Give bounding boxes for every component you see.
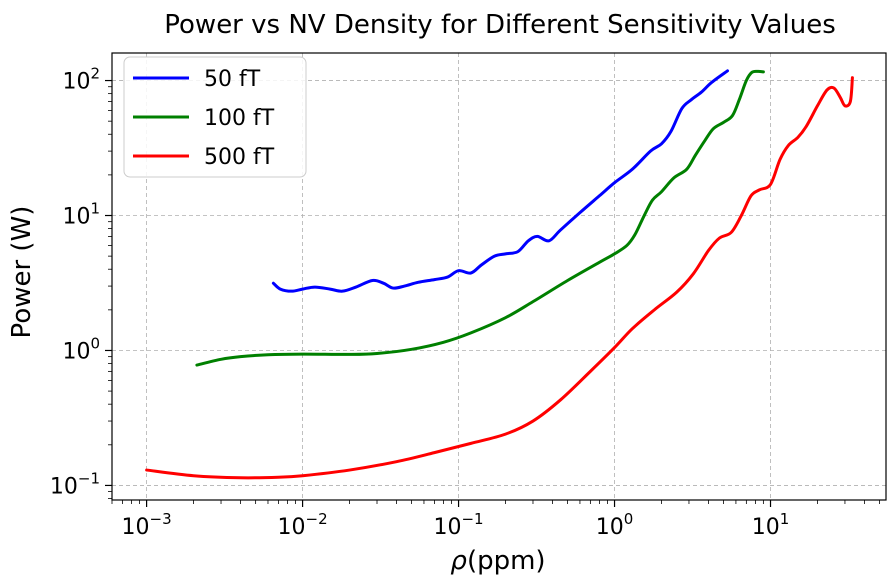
grid-layer <box>112 53 886 500</box>
chart-title: Power vs NV Density for Different Sensit… <box>164 10 835 40</box>
y-axis-label: Power (W) <box>7 206 37 339</box>
x-tick-label: 10−3 <box>122 510 172 540</box>
series-line-50-ft <box>271 69 730 293</box>
plot-frame <box>111 52 887 501</box>
x-axis-label: ρ(ppm) <box>450 546 545 576</box>
legend-box <box>123 56 307 178</box>
x-axis-label-unit: (ppm) <box>467 546 546 576</box>
x-tick-label: 101 <box>752 510 790 540</box>
y-tick-label: 102 <box>62 65 100 95</box>
y-tick-label: 10−1 <box>50 469 100 499</box>
series-line-500-ft <box>145 76 854 480</box>
y-tick-label: 101 <box>62 200 100 230</box>
legend-label-500-ft: 500 fT <box>204 145 275 170</box>
x-tick-label: 100 <box>596 510 634 540</box>
legend-label-100-ft: 100 fT <box>204 106 275 131</box>
ticks-layer: 10−3 10−2 10−1 100 101 10−1 100 101 102 <box>50 65 880 540</box>
x-tick-label: 10−1 <box>433 510 483 540</box>
y-tick-label: 100 <box>62 334 100 364</box>
lines-layer <box>145 69 854 480</box>
legend: 50 fT 100 fT 500 fT <box>123 56 307 178</box>
x-tick-label: 10−2 <box>278 510 328 540</box>
x-axis-label-symbol: ρ <box>450 546 467 576</box>
series-line-100-ft <box>195 69 765 367</box>
legend-label-50-ft: 50 fT <box>204 67 261 92</box>
